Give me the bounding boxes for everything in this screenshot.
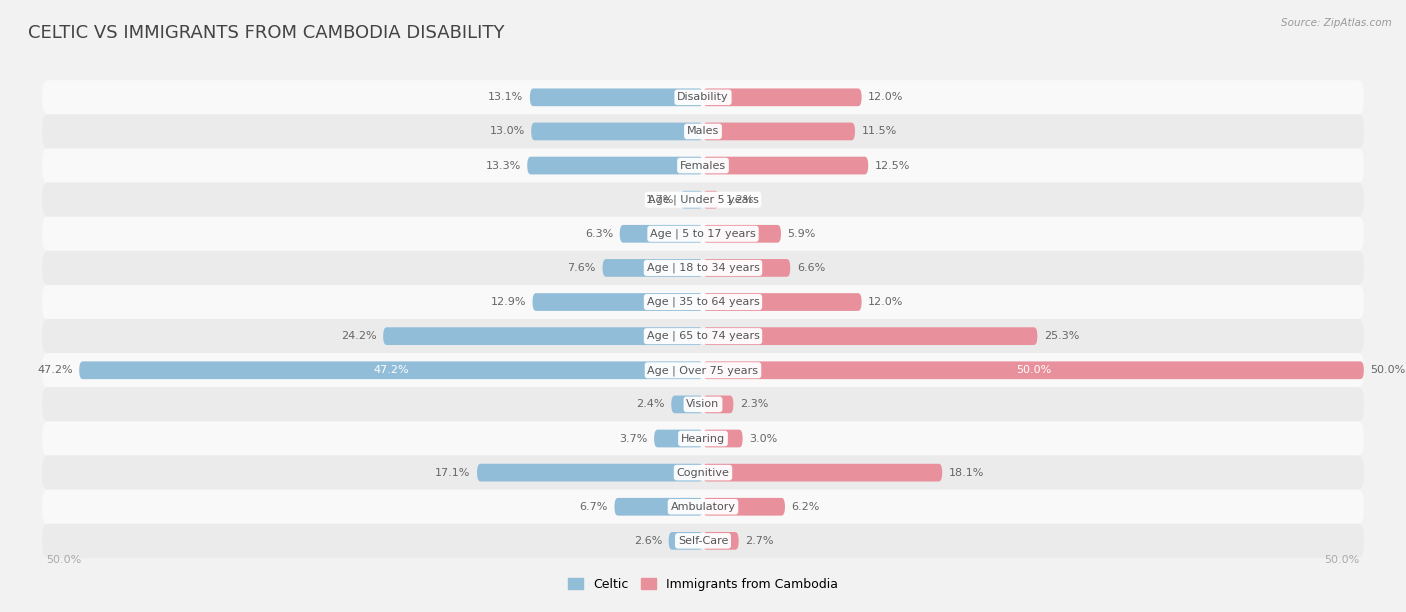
Text: 47.2%: 47.2%	[373, 365, 409, 375]
FancyBboxPatch shape	[42, 422, 1364, 455]
FancyBboxPatch shape	[42, 251, 1364, 285]
FancyBboxPatch shape	[669, 532, 703, 550]
Text: 2.3%: 2.3%	[740, 400, 769, 409]
FancyBboxPatch shape	[42, 319, 1364, 353]
Text: 6.7%: 6.7%	[579, 502, 607, 512]
FancyBboxPatch shape	[42, 182, 1364, 217]
Text: 25.3%: 25.3%	[1045, 331, 1080, 341]
Text: 5.9%: 5.9%	[787, 229, 815, 239]
FancyBboxPatch shape	[79, 362, 703, 379]
Text: 24.2%: 24.2%	[340, 331, 377, 341]
FancyBboxPatch shape	[703, 464, 942, 482]
FancyBboxPatch shape	[42, 149, 1364, 182]
FancyBboxPatch shape	[703, 122, 855, 140]
FancyBboxPatch shape	[42, 524, 1364, 558]
Text: Hearing: Hearing	[681, 433, 725, 444]
Text: 50.0%: 50.0%	[1324, 554, 1360, 565]
Text: Males: Males	[688, 127, 718, 136]
FancyBboxPatch shape	[703, 225, 780, 243]
Text: Disability: Disability	[678, 92, 728, 102]
Text: 2.4%: 2.4%	[636, 400, 665, 409]
FancyBboxPatch shape	[384, 327, 703, 345]
Text: 13.3%: 13.3%	[485, 160, 520, 171]
Text: 50.0%: 50.0%	[1371, 365, 1406, 375]
FancyBboxPatch shape	[477, 464, 703, 482]
Legend: Celtic, Immigrants from Cambodia: Celtic, Immigrants from Cambodia	[562, 573, 844, 596]
Text: 1.7%: 1.7%	[645, 195, 673, 204]
FancyBboxPatch shape	[531, 122, 703, 140]
FancyBboxPatch shape	[703, 157, 868, 174]
Text: 6.2%: 6.2%	[792, 502, 820, 512]
FancyBboxPatch shape	[42, 114, 1364, 149]
FancyBboxPatch shape	[42, 455, 1364, 490]
Text: Age | 5 to 17 years: Age | 5 to 17 years	[650, 228, 756, 239]
FancyBboxPatch shape	[42, 353, 1364, 387]
FancyBboxPatch shape	[533, 293, 703, 311]
Text: Vision: Vision	[686, 400, 720, 409]
FancyBboxPatch shape	[703, 498, 785, 516]
Text: Females: Females	[681, 160, 725, 171]
Text: 47.2%: 47.2%	[37, 365, 73, 375]
FancyBboxPatch shape	[703, 532, 738, 550]
FancyBboxPatch shape	[703, 327, 1038, 345]
Text: 7.6%: 7.6%	[568, 263, 596, 273]
Text: 2.7%: 2.7%	[745, 536, 773, 546]
Text: 50.0%: 50.0%	[1015, 365, 1052, 375]
FancyBboxPatch shape	[703, 395, 734, 413]
Text: 13.1%: 13.1%	[488, 92, 523, 102]
FancyBboxPatch shape	[703, 430, 742, 447]
FancyBboxPatch shape	[42, 80, 1364, 114]
FancyBboxPatch shape	[654, 430, 703, 447]
FancyBboxPatch shape	[42, 490, 1364, 524]
Text: CELTIC VS IMMIGRANTS FROM CAMBODIA DISABILITY: CELTIC VS IMMIGRANTS FROM CAMBODIA DISAB…	[28, 24, 505, 42]
Text: Age | 18 to 34 years: Age | 18 to 34 years	[647, 263, 759, 273]
Text: 2.6%: 2.6%	[634, 536, 662, 546]
Text: 17.1%: 17.1%	[434, 468, 471, 477]
FancyBboxPatch shape	[620, 225, 703, 243]
Text: 12.5%: 12.5%	[875, 160, 910, 171]
FancyBboxPatch shape	[603, 259, 703, 277]
Text: Self-Care: Self-Care	[678, 536, 728, 546]
FancyBboxPatch shape	[527, 157, 703, 174]
FancyBboxPatch shape	[42, 285, 1364, 319]
Text: Age | Over 75 years: Age | Over 75 years	[648, 365, 758, 376]
FancyBboxPatch shape	[530, 89, 703, 106]
FancyBboxPatch shape	[614, 498, 703, 516]
FancyBboxPatch shape	[703, 362, 1364, 379]
FancyBboxPatch shape	[703, 89, 862, 106]
Text: 13.0%: 13.0%	[489, 127, 524, 136]
Text: 6.6%: 6.6%	[797, 263, 825, 273]
Text: 1.2%: 1.2%	[725, 195, 754, 204]
FancyBboxPatch shape	[42, 387, 1364, 422]
FancyBboxPatch shape	[42, 217, 1364, 251]
Text: Ambulatory: Ambulatory	[671, 502, 735, 512]
FancyBboxPatch shape	[703, 293, 862, 311]
Text: Age | 35 to 64 years: Age | 35 to 64 years	[647, 297, 759, 307]
Text: 12.9%: 12.9%	[491, 297, 526, 307]
Text: Age | Under 5 years: Age | Under 5 years	[648, 195, 758, 205]
Text: Source: ZipAtlas.com: Source: ZipAtlas.com	[1281, 18, 1392, 28]
Text: Age | 65 to 74 years: Age | 65 to 74 years	[647, 331, 759, 341]
Text: 11.5%: 11.5%	[862, 127, 897, 136]
Text: 3.0%: 3.0%	[749, 433, 778, 444]
FancyBboxPatch shape	[681, 191, 703, 209]
Text: 12.0%: 12.0%	[868, 92, 904, 102]
Text: 18.1%: 18.1%	[949, 468, 984, 477]
Text: Cognitive: Cognitive	[676, 468, 730, 477]
FancyBboxPatch shape	[703, 191, 718, 209]
Text: 3.7%: 3.7%	[619, 433, 648, 444]
Text: 12.0%: 12.0%	[868, 297, 904, 307]
FancyBboxPatch shape	[671, 395, 703, 413]
Text: 6.3%: 6.3%	[585, 229, 613, 239]
FancyBboxPatch shape	[703, 259, 790, 277]
Text: 50.0%: 50.0%	[46, 554, 82, 565]
